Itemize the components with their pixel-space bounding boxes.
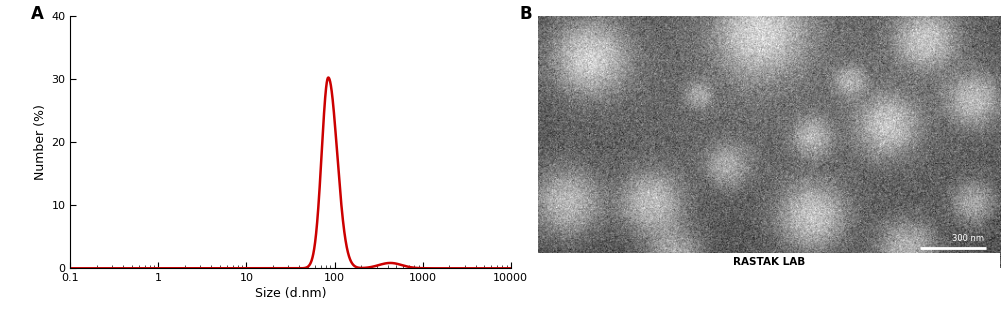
X-axis label: Size (d.nm): Size (d.nm) — [254, 287, 327, 300]
Text: RASTAK LAB: RASTAK LAB — [733, 257, 805, 267]
Text: B: B — [520, 6, 532, 23]
Text: A: A — [31, 6, 43, 23]
Bar — [538, 253, 1000, 268]
Text: 300 nm: 300 nm — [952, 234, 984, 243]
Y-axis label: Number (%): Number (%) — [34, 104, 47, 180]
